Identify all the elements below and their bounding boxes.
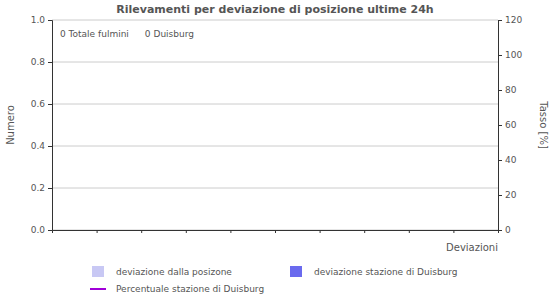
grid bbox=[52, 20, 498, 230]
axis-line bbox=[499, 21, 503, 231]
tick-label: 0.8 bbox=[31, 57, 46, 67]
tick-mark bbox=[48, 230, 52, 231]
tick-mark bbox=[498, 90, 502, 91]
legend-label: deviazione dalla posizone bbox=[116, 267, 232, 277]
tick bbox=[141, 230, 142, 233]
tick-mark bbox=[453, 230, 454, 233]
title: Rilevamenti per deviazione di posizione … bbox=[116, 3, 433, 16]
tick-label: 20 bbox=[505, 190, 517, 200]
tick-label: 0.2 bbox=[31, 183, 45, 193]
tick bbox=[364, 230, 365, 233]
y-axis: 0.0 0.2 0.4 0.6 0.8 1.0 bbox=[31, 15, 53, 235]
tick: 120 bbox=[498, 15, 522, 25]
tick-label: 60 bbox=[505, 120, 517, 130]
tick-mark bbox=[48, 62, 52, 63]
tick bbox=[409, 230, 410, 233]
axis-line bbox=[48, 21, 53, 231]
annotation: 0 Totale fulmini bbox=[60, 29, 129, 39]
tick-label: 1.0 bbox=[31, 15, 46, 25]
legend-swatch bbox=[290, 266, 302, 277]
tick: 40 bbox=[498, 155, 517, 165]
legend-swatch bbox=[90, 288, 106, 290]
legend-swatch bbox=[92, 266, 104, 277]
tick-label: 80 bbox=[505, 85, 517, 95]
legend-label: deviazione stazione di Duisburg bbox=[314, 267, 458, 277]
tick-label: 0 bbox=[505, 225, 511, 235]
tick-mark bbox=[498, 230, 502, 231]
tick-label: 0.6 bbox=[31, 99, 46, 109]
tick-mark bbox=[498, 160, 502, 161]
legend-label: Percentuale stazione di Duisburg bbox=[116, 284, 264, 294]
tick-mark bbox=[275, 230, 276, 233]
tick-mark bbox=[409, 230, 410, 233]
annotation: 0 Duisburg bbox=[145, 29, 194, 39]
tick-mark bbox=[186, 230, 187, 233]
tick-label: 100 bbox=[505, 50, 522, 60]
tick: 100 bbox=[498, 50, 522, 60]
tick: 0.8 bbox=[31, 57, 52, 67]
y2-axis: 0 20 40 60 80 100 120 bbox=[498, 15, 522, 235]
tick-label: 120 bbox=[505, 15, 522, 25]
tick-mark bbox=[48, 188, 52, 189]
grid-line bbox=[52, 188, 498, 189]
tick bbox=[230, 230, 231, 233]
tick-mark bbox=[48, 146, 52, 147]
tick bbox=[186, 230, 187, 233]
chart: 0.0 0.2 0.4 0.6 0.8 1.0 0 20 40 60 80 100 120 Rilevam… bbox=[0, 0, 550, 300]
tick bbox=[275, 230, 276, 233]
tick bbox=[320, 230, 321, 233]
tick-mark bbox=[498, 20, 502, 21]
tick: 20 bbox=[498, 190, 517, 200]
x-axis bbox=[53, 230, 499, 233]
tick: 0.4 bbox=[31, 141, 52, 151]
tick-mark bbox=[48, 20, 52, 21]
tick-mark bbox=[97, 230, 98, 233]
tick-label: 40 bbox=[505, 155, 517, 165]
tick bbox=[97, 230, 98, 233]
tick-label: 0.0 bbox=[31, 225, 46, 235]
tick-label: 0.4 bbox=[31, 141, 46, 151]
y-axis-title: Numero bbox=[5, 105, 16, 145]
tick: 80 bbox=[498, 85, 517, 95]
tick-mark bbox=[498, 125, 502, 126]
tick: 0.2 bbox=[31, 183, 52, 193]
x-axis-title: Deviazioni bbox=[446, 242, 498, 253]
tick-mark bbox=[320, 230, 321, 233]
tick bbox=[453, 230, 454, 233]
grid-line bbox=[52, 62, 498, 63]
tick-mark bbox=[48, 104, 52, 105]
tick-mark bbox=[230, 230, 231, 233]
tick: 0.0 bbox=[31, 225, 52, 235]
grid-line bbox=[52, 104, 498, 105]
tick-mark bbox=[364, 230, 365, 233]
tick-mark bbox=[498, 55, 502, 56]
grid-line bbox=[52, 20, 498, 21]
legend: deviazione dalla posizone deviazione staz… bbox=[90, 266, 458, 294]
tick: 60 bbox=[498, 120, 517, 130]
y2-axis-title: Tasso [%] bbox=[538, 100, 549, 149]
grid-line bbox=[52, 146, 498, 147]
tick: 1.0 bbox=[31, 15, 52, 25]
tick-mark bbox=[141, 230, 142, 233]
axis-line bbox=[53, 231, 499, 234]
tick: 0 bbox=[498, 225, 511, 235]
tick: 0.6 bbox=[31, 99, 52, 109]
tick-mark bbox=[498, 195, 502, 196]
